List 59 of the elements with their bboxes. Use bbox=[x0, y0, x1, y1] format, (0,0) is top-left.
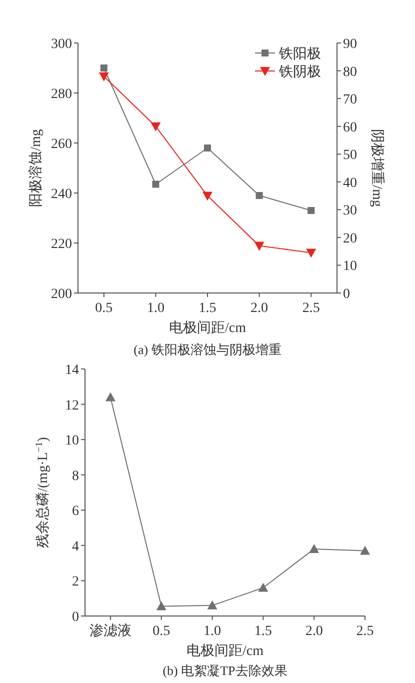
y2-tick-label: 30 bbox=[343, 204, 357, 219]
point bbox=[98, 72, 109, 82]
x-tick-label: 2.5 bbox=[356, 624, 374, 639]
y-tick-label: 10 bbox=[65, 434, 79, 449]
point bbox=[156, 601, 166, 610]
y2-tick-label: 80 bbox=[343, 64, 357, 80]
x-tick-label: 1.0 bbox=[204, 624, 222, 639]
y-tick-label: 2 bbox=[72, 574, 79, 590]
y2-tick-label: 40 bbox=[343, 176, 357, 191]
y-tick-label: 6 bbox=[72, 504, 79, 520]
legend-label: 铁阳极 bbox=[278, 46, 321, 62]
y2-tick-label: 0 bbox=[343, 287, 350, 302]
point bbox=[254, 242, 264, 251]
y-tick-label: 200 bbox=[51, 287, 72, 302]
text: (a) 铁阳极溶蚀与阴极增重 bbox=[134, 342, 282, 357]
y-tick-label: 4 bbox=[72, 539, 79, 554]
point bbox=[360, 546, 370, 555]
y-tick-label: 12 bbox=[65, 398, 79, 414]
x-tick-label: 1.0 bbox=[146, 301, 164, 316]
x-tick-label: 1.5 bbox=[198, 301, 216, 316]
x-tick-label: 2.0 bbox=[305, 624, 323, 639]
x-tick-label: 2.5 bbox=[302, 301, 320, 316]
point bbox=[100, 64, 108, 72]
y-tick-label: 8 bbox=[72, 468, 79, 484]
y-tick-label: 220 bbox=[51, 237, 72, 252]
point bbox=[258, 582, 268, 592]
x-tick-label: 1.5 bbox=[254, 624, 272, 639]
point bbox=[202, 192, 212, 201]
y2-tick-label: 60 bbox=[343, 120, 357, 136]
point bbox=[105, 392, 116, 402]
y2-axis-title: 阴极增重/mg bbox=[369, 129, 385, 207]
x-axis-title: 电极间距/cm bbox=[186, 643, 264, 659]
point bbox=[150, 122, 161, 132]
y-tick-label: 280 bbox=[51, 87, 72, 102]
y2-tick-label: 50 bbox=[343, 148, 357, 164]
y-tick-label: 300 bbox=[51, 37, 72, 52]
point bbox=[207, 600, 218, 610]
y2-tick-label: 70 bbox=[343, 92, 357, 108]
point bbox=[152, 180, 160, 188]
x-tick-label: 2.0 bbox=[250, 301, 268, 316]
y2-tick-label: 20 bbox=[343, 231, 357, 246]
y2-tick-label: 90 bbox=[343, 37, 357, 52]
y-axis-title: 阳极溶蚀/mg bbox=[28, 129, 44, 207]
point bbox=[308, 207, 315, 214]
legend-label: 铁阴极 bbox=[278, 64, 321, 80]
y-tick-label: 14 bbox=[65, 363, 79, 378]
y2-tick-label: 10 bbox=[343, 259, 357, 274]
x-tick-label: 渗滤液 bbox=[89, 623, 132, 639]
point bbox=[306, 248, 316, 258]
point bbox=[309, 544, 320, 553]
y-tick-label: 0 bbox=[72, 610, 79, 625]
point bbox=[256, 192, 263, 199]
text: (b) 电絮凝TP去除效果 bbox=[162, 663, 288, 678]
y-tick-label: 260 bbox=[51, 137, 72, 152]
x-tick-label: 0.5 bbox=[152, 624, 170, 639]
x-axis-title: 电极间距/cm bbox=[169, 320, 246, 336]
x-tick-label: 0.5 bbox=[95, 301, 113, 316]
y-tick-label: 240 bbox=[51, 187, 72, 202]
point bbox=[204, 144, 211, 152]
